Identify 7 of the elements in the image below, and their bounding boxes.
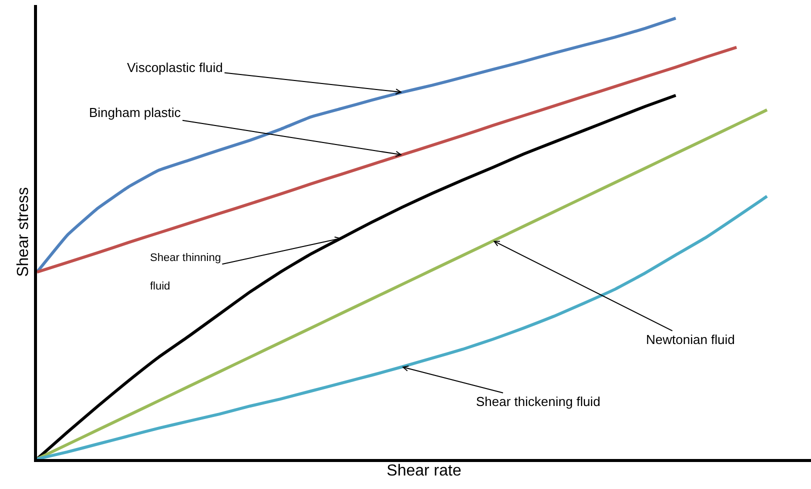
text: Bingham plastic xyxy=(89,105,182,120)
text: Viscoplastic fluid xyxy=(127,60,223,75)
text: Shear thinning fluid xyxy=(150,252,221,293)
x-axis-title: Shear rate xyxy=(386,462,462,480)
text: Shear thickening fluid xyxy=(476,394,600,409)
y-axis-title: Shear stress xyxy=(14,187,32,277)
text: Newtonian fluid xyxy=(646,332,735,347)
